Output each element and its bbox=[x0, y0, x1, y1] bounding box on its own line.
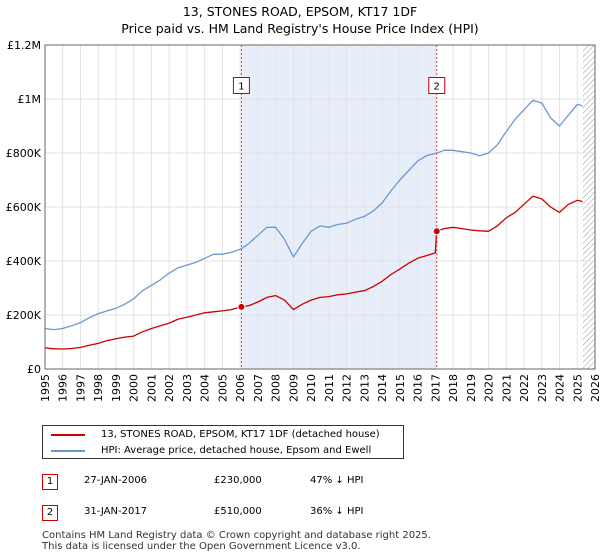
transaction-date: 31-JAN-2017 bbox=[84, 506, 148, 517]
chart-title: 13, STONES ROAD, EPSOM, KT17 1DF Price p… bbox=[0, 3, 600, 37]
chart-title-line1: 13, STONES ROAD, EPSOM, KT17 1DF bbox=[182, 4, 418, 19]
x-tick-label: 1999 bbox=[110, 374, 123, 402]
x-tick-label: 2006 bbox=[234, 374, 247, 402]
x-tick-label: 1997 bbox=[74, 374, 87, 402]
transaction-row: 1 27-JAN-2006 £230,000 47% ↓ HPI bbox=[42, 471, 582, 493]
legend-swatch-hpi bbox=[51, 450, 85, 452]
x-tick-label: 2024 bbox=[554, 374, 567, 402]
legend-label-property: 13, STONES ROAD, EPSOM, KT17 1DF (detach… bbox=[101, 429, 380, 440]
x-tick-label: 2004 bbox=[199, 374, 212, 402]
x-tick-label: 2000 bbox=[128, 374, 141, 402]
y-tick-label: £400K bbox=[6, 255, 42, 268]
transaction-badge: 2 bbox=[42, 505, 58, 521]
series-line-property bbox=[44, 195, 583, 350]
legend-label-hpi: HPI: Average price, detached house, Epso… bbox=[101, 445, 372, 456]
x-tick-label: 2010 bbox=[305, 374, 318, 402]
y-tick-label: £1M bbox=[18, 93, 42, 106]
sale-label: 1 bbox=[238, 82, 244, 93]
legend: 13, STONES ROAD, EPSOM, KT17 1DF (detach… bbox=[42, 425, 404, 459]
x-tick-label: 2019 bbox=[465, 374, 478, 402]
x-tick-label: 2023 bbox=[536, 374, 549, 402]
x-tick-label: 2003 bbox=[181, 374, 194, 402]
x-tick-label: 1998 bbox=[92, 374, 105, 402]
sale-label-box bbox=[428, 77, 446, 94]
y-tick-label: £800K bbox=[6, 147, 42, 160]
transaction-badge: 1 bbox=[42, 474, 58, 490]
x-tick-label: 2014 bbox=[376, 374, 389, 402]
transaction-date: 27-JAN-2006 bbox=[84, 475, 148, 486]
x-tick-label: 2011 bbox=[323, 374, 336, 402]
x-tick-label: 2022 bbox=[518, 374, 531, 402]
x-tick-label: 2008 bbox=[270, 374, 283, 402]
transaction-hpi-delta: 47% ↓ HPI bbox=[310, 475, 364, 486]
footer-licence: This data is licensed under the Open Gov… bbox=[42, 541, 361, 552]
footer: Contains HM Land Registry data © Crown c… bbox=[42, 530, 431, 552]
x-tick-label: 2021 bbox=[500, 374, 513, 402]
price-chart: £0 £200K £400K £600K £800K £1M £1.2M 1995 1996 19… bbox=[6, 39, 600, 402]
x-tick-label: 2026 bbox=[589, 374, 600, 402]
x-tick-label: 2001 bbox=[145, 374, 158, 402]
y-tick-label: £1.2M bbox=[7, 39, 41, 52]
sale-point bbox=[237, 302, 246, 311]
x-tick-label: 2007 bbox=[252, 374, 265, 402]
x-tick-label: 2012 bbox=[341, 374, 354, 402]
y-tick-label: £0 bbox=[27, 363, 41, 376]
x-tick-label: 2009 bbox=[287, 374, 300, 402]
transaction-price: £510,000 bbox=[214, 506, 262, 517]
sale-point bbox=[432, 227, 441, 236]
sale-label: 2 bbox=[434, 82, 440, 93]
chart-title-line2: Price paid vs. HM Land Registry's House … bbox=[121, 21, 479, 36]
x-tick-label: 2013 bbox=[358, 374, 371, 402]
transaction-row: 2 31-JAN-2017 £510,000 36% ↓ HPI bbox=[42, 502, 582, 524]
x-tick-label: 2015 bbox=[394, 374, 407, 402]
footer-copyright: Contains HM Land Registry data © Crown c… bbox=[42, 530, 431, 541]
y-tick-label: £200K bbox=[6, 309, 42, 322]
x-tick-label: 2025 bbox=[571, 374, 584, 402]
x-tick-label: 2002 bbox=[163, 374, 176, 402]
plot-frame bbox=[44, 44, 596, 370]
transaction-hpi-delta: 36% ↓ HPI bbox=[310, 506, 364, 517]
x-tick-label: 2016 bbox=[412, 374, 425, 402]
x-tick-label: 2017 bbox=[429, 374, 442, 402]
legend-swatch-property bbox=[51, 434, 85, 436]
x-tick-label: 1995 bbox=[39, 374, 52, 402]
sale-label-box bbox=[232, 77, 250, 94]
x-tick-label: 1996 bbox=[57, 374, 70, 402]
y-tick-label: £600K bbox=[6, 201, 42, 214]
transaction-price: £230,000 bbox=[214, 475, 262, 486]
x-tick-label: 2005 bbox=[216, 374, 229, 402]
x-tick-label: 2018 bbox=[447, 374, 460, 402]
series-line-hpi bbox=[44, 99, 583, 331]
x-tick-label: 2020 bbox=[483, 374, 496, 402]
